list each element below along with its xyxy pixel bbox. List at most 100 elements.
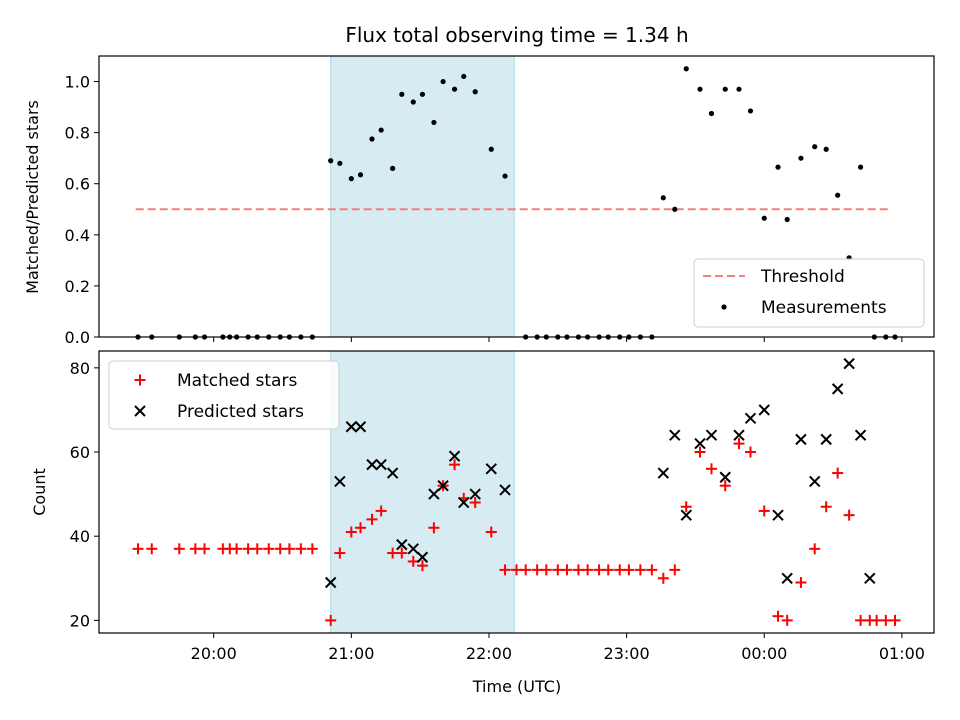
top-y-tick-label: 1.0 (65, 73, 90, 92)
measurement-point (747, 108, 754, 114)
count-panel: 20 40 60 80 20:00 21:00 22:00 23:00 00:00 01:00 Ma… (70, 350, 935, 663)
measurement-point (660, 195, 666, 201)
top-legend: Threshold Measurements (693, 258, 925, 328)
matched-star-point (758, 505, 770, 517)
measurement-point (431, 119, 437, 126)
matched-star-point (540, 564, 552, 576)
legend-measurements-swatch (721, 304, 727, 310)
measurement-point (775, 164, 781, 170)
measurement-point (378, 127, 384, 133)
predicted-star-point (458, 496, 470, 509)
matched-star-point (189, 543, 201, 555)
measurement-point (399, 91, 405, 97)
predicted-star-point (669, 429, 681, 441)
predicted-star-point (831, 383, 844, 395)
measurement-point (812, 144, 818, 150)
matched-star-point (820, 501, 832, 513)
predicted-star-point (772, 509, 784, 521)
matched-star-point (843, 509, 855, 521)
predicted-star-point (843, 357, 855, 370)
matched-star-point (855, 614, 867, 626)
measurement-point (348, 176, 354, 182)
matched-star-point (733, 438, 745, 450)
predicted-star-point (448, 450, 461, 462)
matched-star-point (263, 543, 275, 555)
x-tick-label: 20:00 (191, 644, 237, 663)
predicted-star-point (428, 488, 440, 500)
measurement-point (488, 146, 494, 152)
measurement-point (451, 86, 458, 92)
matched-star-point (593, 564, 605, 576)
bottom-y-tick-label: 60 (70, 443, 90, 462)
x-tick-label: 21:00 (328, 644, 374, 663)
measurement-point (784, 216, 790, 223)
bottom-legend: Matched stars Predicted stars (108, 360, 340, 430)
predicted-star-point (437, 479, 449, 492)
measurement-point (823, 146, 829, 152)
matched-star-point (646, 564, 658, 576)
measurement-point (835, 192, 841, 198)
matched-star-point (520, 564, 532, 576)
predicted-star-point (820, 433, 832, 446)
predicted-star-point (396, 538, 408, 551)
matched-star-point (880, 614, 892, 626)
predicted-star-point (334, 475, 346, 488)
measurement-point (461, 73, 467, 80)
measurement-point (410, 99, 416, 105)
bottom-highlight-span (330, 350, 515, 634)
matched-star-point (582, 564, 594, 576)
predicted-star-point (386, 467, 399, 479)
predicted-star-point (705, 429, 718, 441)
matched-star-point (325, 614, 337, 626)
matched-star-point (705, 463, 717, 475)
predicted-star-point (854, 429, 867, 441)
measurement-point (390, 165, 396, 171)
bottom-y-tick-label: 20 (70, 611, 90, 630)
matched-star-point (485, 526, 497, 538)
measurement-point (419, 91, 426, 97)
bottom-y-tick-label: 80 (70, 359, 90, 378)
predicted-star-point (657, 467, 670, 479)
matched-star-point (469, 497, 481, 509)
predicted-star-point (324, 576, 337, 589)
matched-star-point (499, 564, 511, 576)
matched-star-point (416, 560, 428, 572)
measurement-point (440, 78, 446, 85)
matched-star-point (173, 543, 185, 555)
matched-star-point (531, 564, 543, 576)
measurement-point (328, 158, 334, 164)
matched-star-point (449, 459, 461, 471)
measurement-point (798, 155, 804, 161)
matched-star-point (428, 522, 440, 534)
measurement-point (683, 66, 689, 72)
matched-star-point (334, 547, 346, 559)
matched-star-point (623, 564, 635, 576)
ratio-panel: 0.0 0.2 0.4 0.6 0.8 1.0 Threshold Measurements (65, 55, 935, 347)
predicted-star-point (680, 509, 692, 521)
measurement-point (472, 89, 478, 95)
predicted-star-point (795, 433, 807, 446)
matched-star-point (375, 505, 387, 517)
x-tick-label: 22:00 (466, 644, 512, 663)
legend-matched-label: Matched stars (177, 371, 297, 391)
bottom-y-tick-label: 40 (70, 527, 90, 546)
predicted-star-point (345, 421, 358, 433)
matched-star-point (781, 614, 793, 626)
measurement-point (357, 172, 364, 178)
top-y-tick-label: 0.6 (65, 175, 90, 194)
matched-star-point (146, 543, 158, 555)
predicted-star-point (694, 437, 706, 450)
matched-star-point (809, 543, 821, 555)
predicted-star-point (469, 488, 481, 500)
x-axis-label: Time (UTC) (472, 677, 561, 696)
measurement-point (697, 86, 703, 92)
matched-star-point (889, 614, 901, 626)
predicted-star-point (809, 475, 821, 488)
predicted-star-point (781, 572, 793, 584)
measurement-point (736, 86, 742, 92)
measurement-point (722, 86, 728, 92)
x-tick-label: 23:00 (604, 644, 650, 663)
matched-star-point (669, 564, 681, 576)
matched-star-point (355, 522, 367, 534)
measurement-point (761, 215, 767, 221)
